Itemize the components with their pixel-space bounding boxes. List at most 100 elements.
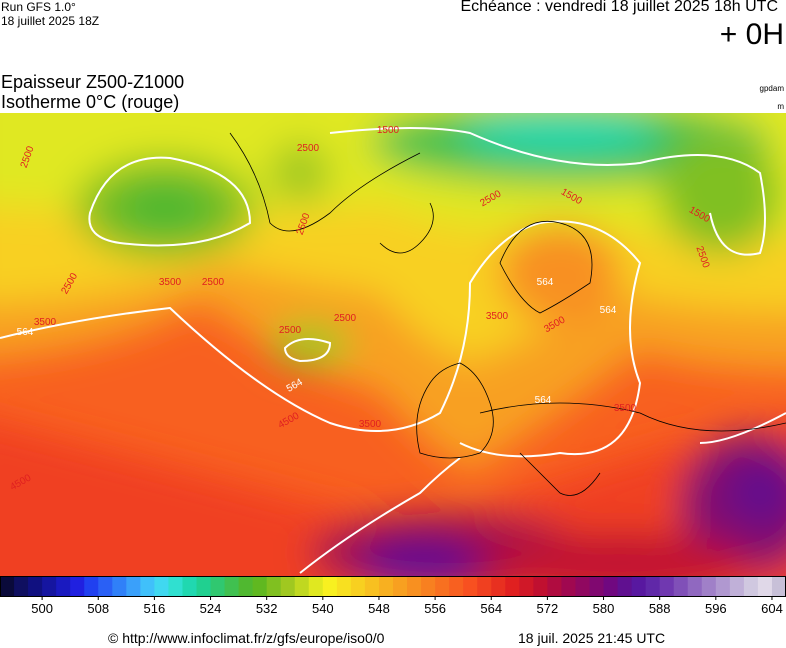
color-swatch: [56, 576, 71, 597]
color-swatch: [98, 576, 113, 597]
colorbar-tick-label: 564: [480, 601, 502, 616]
color-swatch: [547, 576, 562, 597]
colorbar-tick-label: 596: [705, 601, 727, 616]
coastlines: [229, 132, 786, 496]
color-swatch: [561, 576, 576, 597]
contour-label: 3500: [486, 311, 509, 322]
unit-label: gpdam: [759, 84, 784, 93]
color-swatch: [0, 576, 15, 597]
colorbar-tick-label: 572: [537, 601, 559, 616]
color-swatch: [659, 576, 675, 597]
contour-label: 3500: [159, 277, 182, 288]
color-swatch: [505, 576, 520, 597]
color-swatch: [449, 576, 464, 597]
color-swatch: [407, 576, 422, 597]
color-swatch: [42, 576, 57, 597]
color-swatch: [280, 576, 296, 597]
colorbar-tick-label: 516: [144, 601, 166, 616]
colorbar-tick-label: 604: [761, 601, 783, 616]
colorbar-tick-label: 500: [31, 601, 53, 616]
color-swatch: [617, 576, 633, 597]
color-swatch: [364, 576, 380, 597]
color-swatch: [743, 576, 759, 597]
color-swatch: [715, 576, 731, 597]
color-swatch: [238, 576, 254, 597]
contour-label: 1500: [377, 125, 400, 136]
map-title: Epaisseur Z500-Z1000: [1, 72, 185, 92]
color-swatch: [28, 576, 43, 597]
color-swatch: [477, 576, 492, 597]
color-swatch: [421, 576, 436, 597]
colorbar: 500 508 516 524 532 540 548 556 564 572 580 588 596 6…: [0, 576, 786, 616]
color-swatch: [533, 576, 548, 597]
color-swatch: [70, 576, 85, 597]
colorbar-tick-label: 540: [312, 601, 334, 616]
color-swatch: [182, 576, 197, 597]
color-swatch: [112, 576, 127, 597]
lead-time: + 0H: [719, 18, 784, 51]
color-swatch: [393, 576, 408, 597]
color-swatch: [687, 576, 703, 597]
color-swatch: [378, 576, 394, 597]
color-swatch: [140, 576, 155, 597]
color-swatch: [701, 576, 717, 597]
color-swatch: [729, 576, 745, 597]
contour-label: 564: [535, 395, 552, 406]
forecast: Echéance : vendredi 18 juillet 2025 18h …: [460, 0, 778, 15]
run-date: 18 juillet 2025 18Z: [1, 14, 100, 28]
colorbar-tick-label: 524: [200, 601, 222, 616]
colorbar-tick-label: 556: [424, 601, 446, 616]
color-swatch: [126, 576, 141, 597]
color-swatch: [294, 576, 310, 597]
contour-label: 3500: [614, 403, 637, 414]
color-swatch: [435, 576, 450, 597]
color-swatch: [336, 576, 352, 597]
colorbar-tick-label: 508: [87, 601, 109, 616]
contour-label: 2500: [279, 325, 302, 336]
contour-label: 2500: [202, 277, 225, 288]
color-swatch: [603, 576, 619, 597]
source-url: © http://www.infoclimat.fr/z/gfs/europe/…: [108, 630, 385, 646]
color-swatch: [224, 576, 240, 597]
color-swatch: [645, 576, 661, 597]
color-swatch: [519, 576, 534, 597]
colorbar-tick-label: 548: [368, 601, 390, 616]
contour-label: 3500: [34, 317, 57, 328]
contour-label: 2500: [297, 143, 320, 154]
color-swatch: [771, 576, 786, 597]
run: Run GFS 1.0°: [1, 0, 76, 14]
color-swatch: [266, 576, 282, 597]
color-swatch: [575, 576, 590, 597]
color-swatch: [84, 576, 99, 597]
thickness-field: [0, 113, 786, 576]
unit-label: m: [777, 102, 784, 111]
map-subtitle: Isotherme 0°C (rouge): [1, 92, 180, 112]
contour-label: 564: [17, 327, 34, 338]
color-swatch: [168, 576, 183, 597]
color-swatch: [463, 576, 478, 597]
color-swatch: [210, 576, 226, 597]
contour-label: 2500: [334, 313, 357, 324]
color-swatch: [631, 576, 647, 597]
color-swatch: [14, 576, 29, 597]
colorbar-tick-label: 580: [593, 601, 615, 616]
colorbar-tick-label: 532: [256, 601, 278, 616]
color-swatch: [196, 576, 212, 597]
color-swatch: [757, 576, 773, 597]
color-swatch: [308, 576, 324, 597]
color-swatch: [350, 576, 366, 597]
color-swatch: [589, 576, 605, 597]
color-swatch: [252, 576, 268, 597]
color-swatch: [673, 576, 689, 597]
generated-time: 18 juil. 2025 21:45 UTC: [518, 630, 666, 646]
color-swatch: [491, 576, 506, 597]
color-swatch: [154, 576, 169, 597]
contour-label: 564: [600, 305, 617, 316]
thickness-contours: [0, 127, 786, 574]
colorbar-tick-label: 588: [649, 601, 671, 616]
contour-label: 564: [537, 277, 554, 288]
color-swatch: [322, 576, 338, 597]
contour-label: 3500: [359, 419, 382, 430]
